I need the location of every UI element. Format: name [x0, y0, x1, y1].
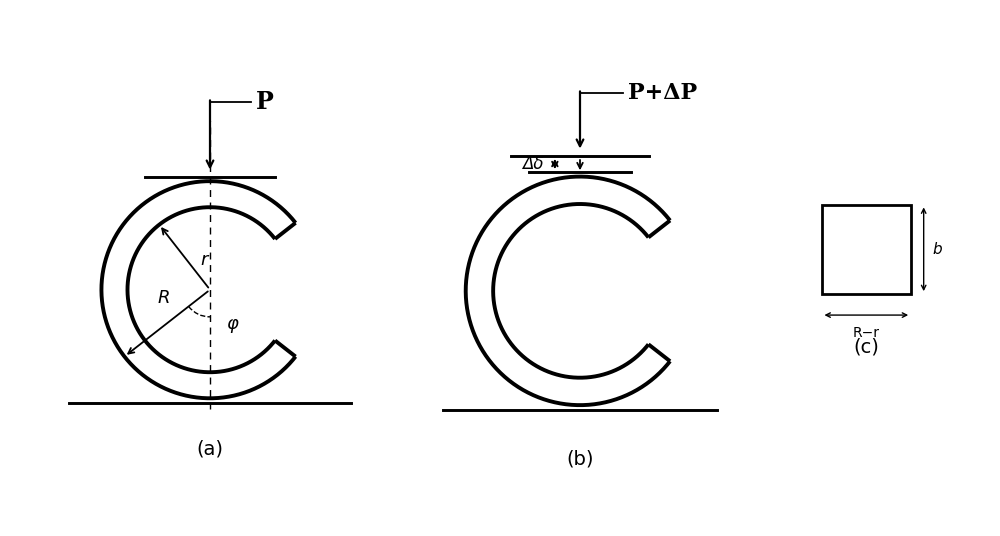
- Text: P: P: [256, 90, 273, 114]
- Text: (c): (c): [853, 337, 879, 356]
- Text: R: R: [157, 289, 170, 307]
- Text: R−r: R−r: [853, 325, 880, 340]
- Text: Δδ: Δδ: [522, 155, 543, 173]
- Text: r: r: [200, 251, 208, 270]
- Text: b: b: [932, 242, 942, 257]
- Text: φ: φ: [226, 316, 238, 333]
- Text: P+ΔP: P+ΔP: [628, 82, 697, 104]
- Text: (b): (b): [566, 449, 594, 468]
- Text: (a): (a): [196, 440, 224, 459]
- Bar: [822, 205, 911, 294]
